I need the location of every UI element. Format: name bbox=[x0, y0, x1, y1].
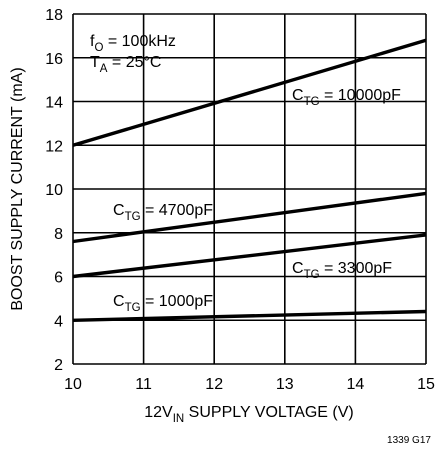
y-tick-label-4: 10 bbox=[45, 182, 63, 199]
series-line-1 bbox=[72, 191, 427, 244]
tick-labels: 10 11 12 13 14 15 2 4 6 8 10 12 14 16 18 bbox=[45, 7, 435, 393]
condition-frequency: fO = 100kHz bbox=[90, 33, 176, 54]
x-tick-label-0: 10 bbox=[64, 376, 82, 393]
y-tick-label-3: 8 bbox=[54, 226, 63, 243]
y-axis-title: BOOST SUPPLY CURRENT (mA) bbox=[9, 67, 26, 310]
x-axis-title: 12VIN SUPPLY VOLTAGE (V) bbox=[144, 404, 354, 425]
label-3300pf: CTG = 3300pF bbox=[292, 260, 392, 281]
y-tick-label-8: 18 bbox=[45, 7, 63, 24]
x-tick-label-4: 14 bbox=[347, 376, 365, 393]
y-tick-label-0: 2 bbox=[54, 357, 63, 374]
series-line-3 bbox=[72, 309, 427, 322]
label-1000pf: CTG = 1000pF bbox=[113, 293, 213, 314]
y-tick-label-2: 6 bbox=[54, 270, 63, 287]
x-tick-label-2: 12 bbox=[205, 376, 223, 393]
y-tick-label-6: 14 bbox=[45, 95, 63, 112]
condition-temperature: TA = 25°C bbox=[90, 54, 161, 75]
series-line-0 bbox=[72, 38, 427, 147]
figure-id: 1339 G17 bbox=[387, 435, 431, 446]
label-4700pf: CTG = 4700pF bbox=[113, 202, 213, 223]
series-line-2 bbox=[72, 233, 427, 279]
y-tick-label-5: 12 bbox=[45, 138, 63, 155]
label-10000pf: CTG = 10000pF bbox=[292, 87, 401, 108]
y-tick-label-7: 16 bbox=[45, 51, 63, 68]
x-tick-label-3: 13 bbox=[276, 376, 294, 393]
y-tick-label-1: 4 bbox=[54, 313, 63, 330]
x-tick-label-5: 15 bbox=[417, 376, 435, 393]
series-lines bbox=[72, 38, 427, 322]
x-tick-label-1: 11 bbox=[135, 376, 152, 393]
